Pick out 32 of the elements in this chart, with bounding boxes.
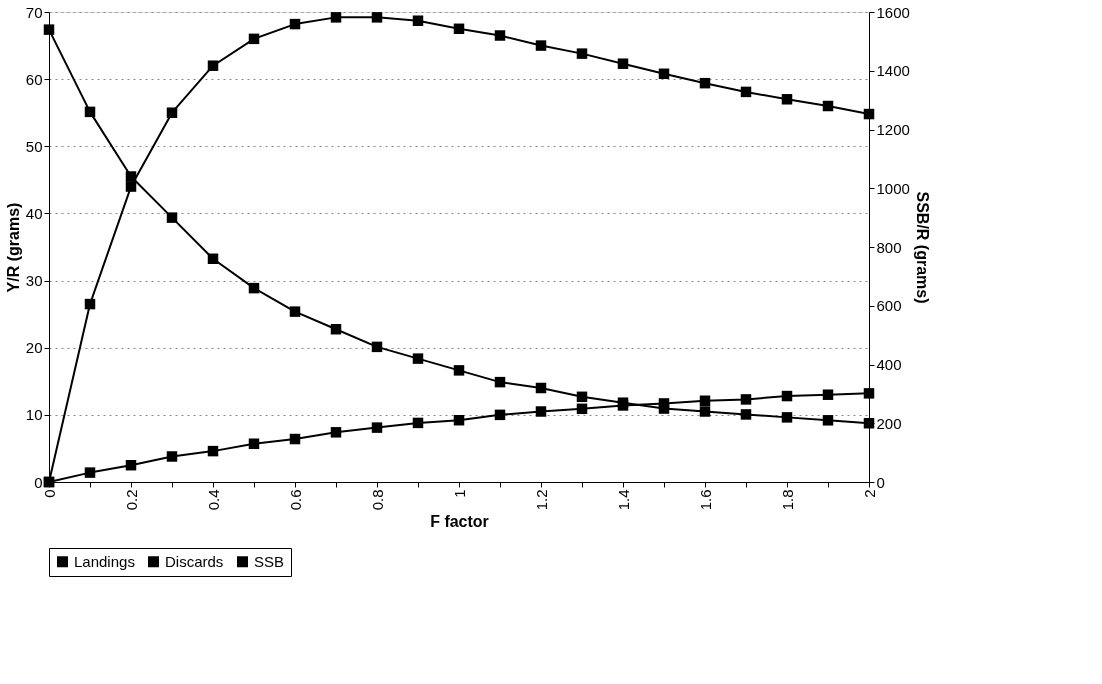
y-tick-label: 50: [25, 137, 43, 155]
x-tick-label: 1.6: [696, 489, 714, 511]
y2-tick-label: 800: [876, 238, 902, 256]
y2-tick-label: 1400: [876, 62, 910, 80]
x-tick-label: 0.6: [286, 489, 304, 511]
y-axis-title: Y/R (grams): [4, 202, 22, 293]
x-tick-label: 0: [40, 489, 58, 498]
y2-tick-label: 200: [876, 414, 902, 432]
y2-tick-label: 1000: [876, 179, 910, 197]
y-tick-label: 30: [25, 272, 43, 290]
x-tick-label: 0.8: [368, 489, 386, 511]
legend-label: Discards: [165, 552, 224, 570]
y2-tick-label: 1600: [876, 3, 910, 21]
x-tick-label: 0.2: [122, 489, 140, 511]
y-tick-label: 20: [25, 339, 43, 357]
y2-tick-label: 1200: [876, 121, 910, 138]
legend-label: SSB: [254, 552, 285, 570]
legend-label: Landings: [74, 552, 135, 570]
y2-tick-label: 600: [876, 297, 902, 315]
y-tick-label: 70: [25, 3, 43, 21]
x-tick-label: 1.8: [778, 489, 796, 511]
y2-axis-title: SSB/R (grams): [913, 191, 931, 304]
y-tick-label: 60: [25, 70, 43, 88]
y-tick-label: 40: [25, 204, 43, 222]
x-axis-title: F factor: [430, 513, 489, 531]
x-tick-label: 1.2: [532, 489, 550, 511]
x-tick-label: 2: [860, 489, 878, 498]
x-tick-label: 1.4: [614, 489, 632, 511]
y2-tick-label: 400: [876, 356, 902, 373]
x-tick-label: 1: [450, 489, 468, 498]
y-tick-label: 10: [25, 406, 43, 424]
x-tick-label: 0.4: [204, 489, 222, 511]
